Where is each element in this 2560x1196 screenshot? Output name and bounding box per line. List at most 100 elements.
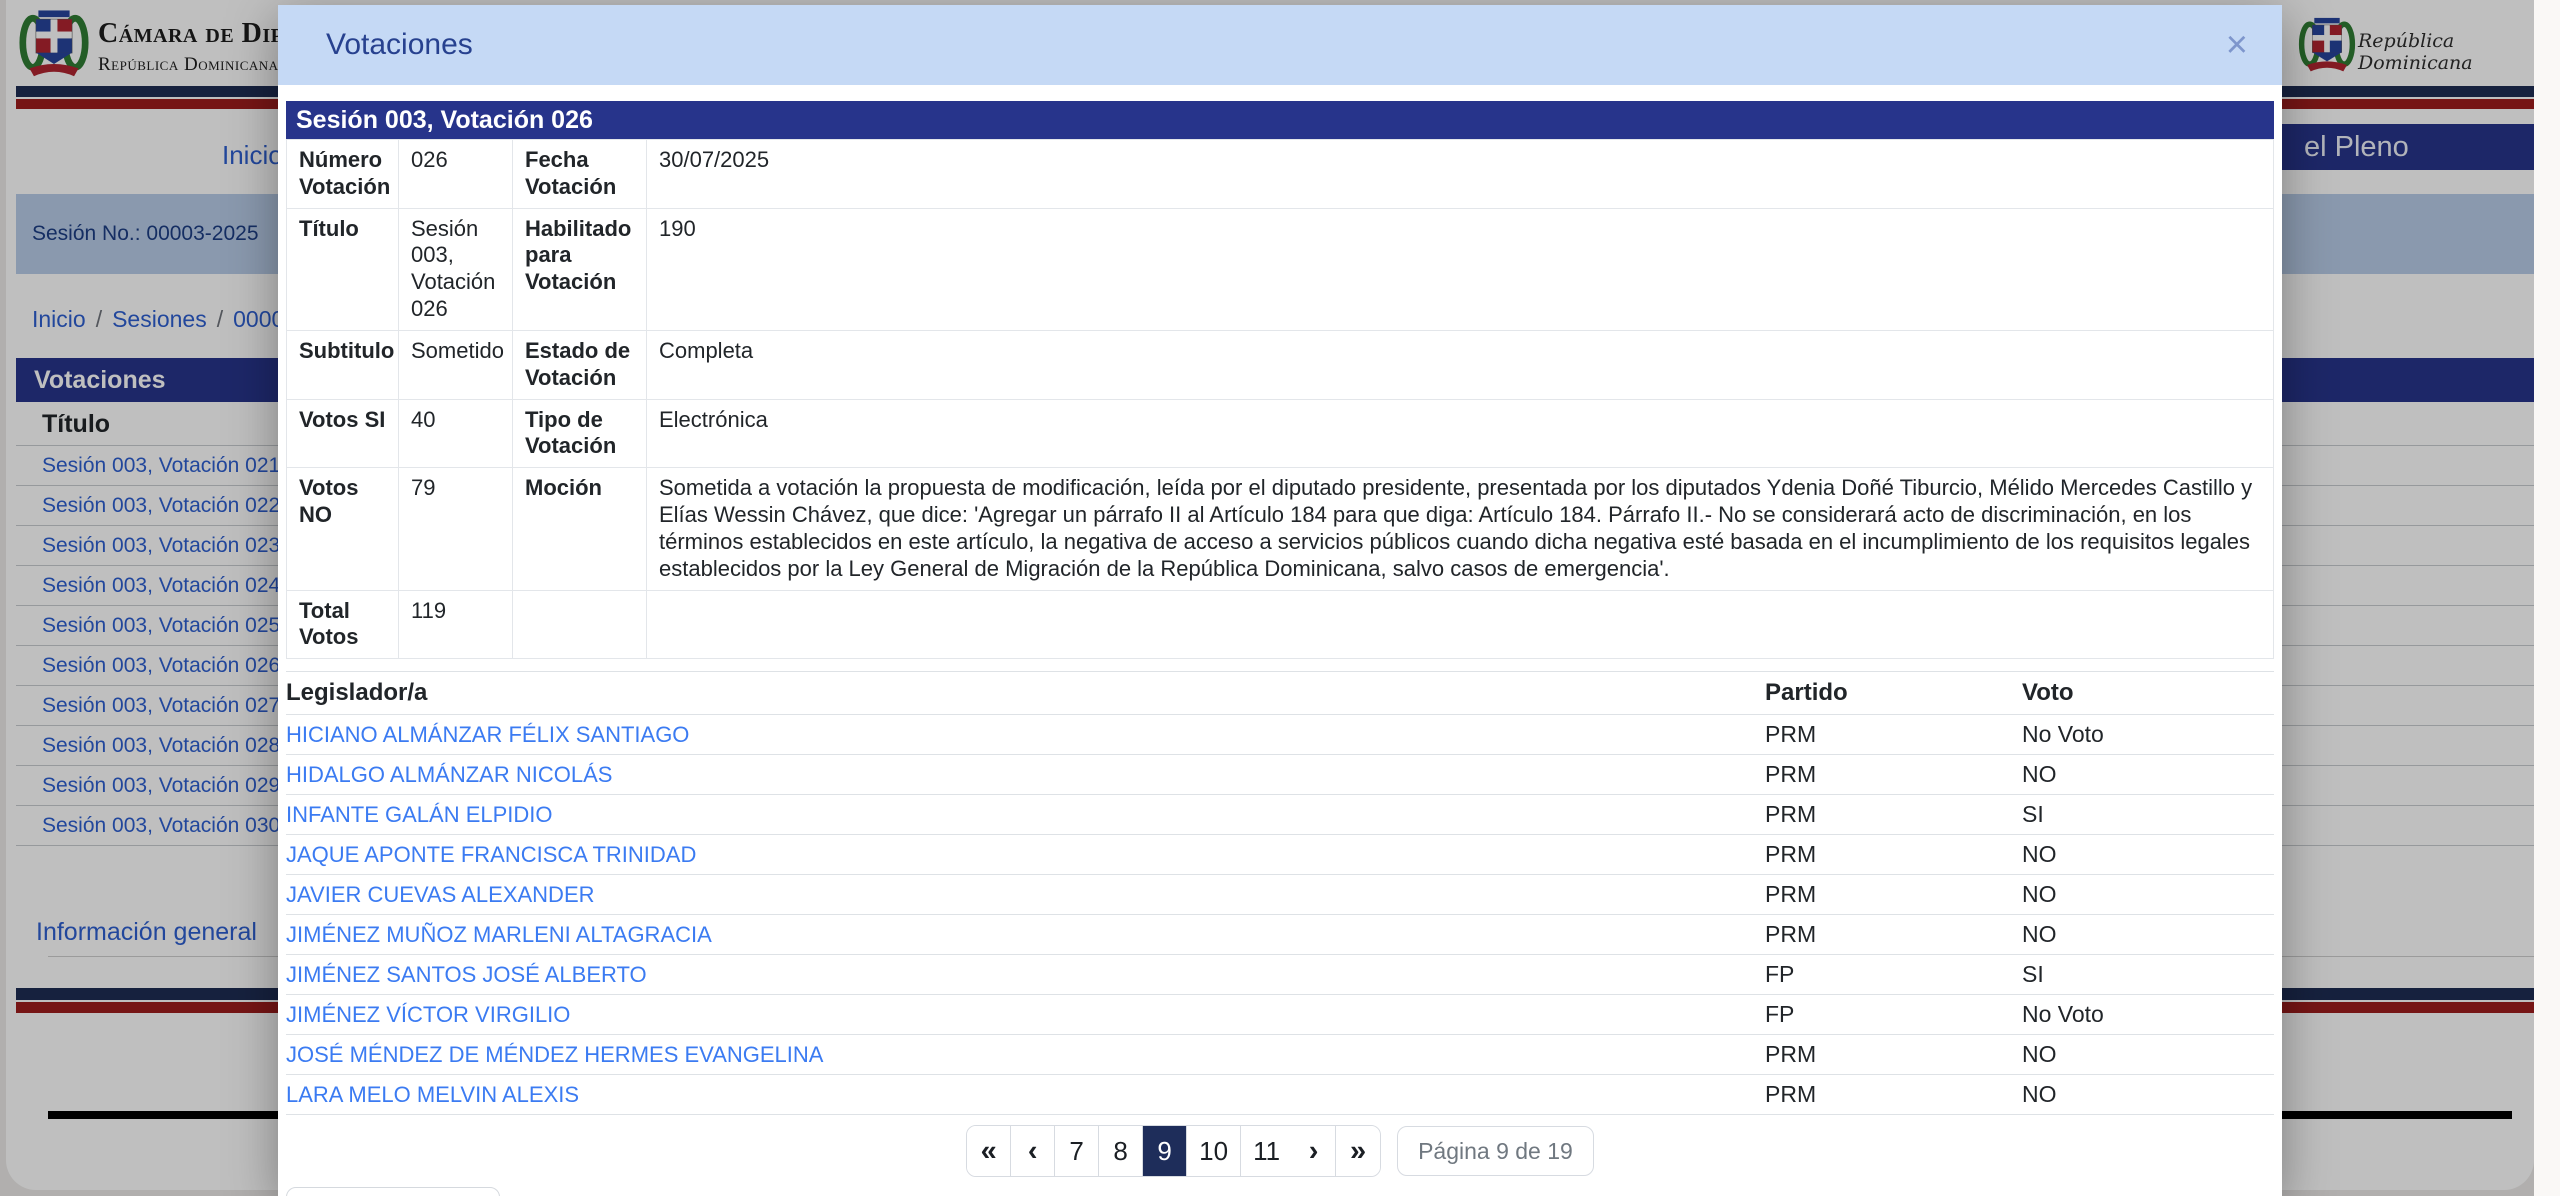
detail-label: Fecha Votación: [512, 139, 647, 209]
vote-value: NO: [2022, 874, 2274, 916]
breadcrumb: Inicio / Sesiones/0000: [32, 306, 285, 332]
legislator-link[interactable]: JIMÉNEZ VÍCTOR VIRGILIO: [286, 1002, 571, 1028]
vote-value: No Voto: [2022, 994, 2274, 1036]
session-link[interactable]: Sesión 003, Votación 023: [42, 534, 281, 557]
vote-value: SI: [2022, 794, 2274, 836]
detail-value: 40: [398, 398, 513, 469]
page-title-fragment: el Pleno: [2304, 131, 2409, 163]
table-row: Votos NO 79 Moción Sometida a votación l…: [286, 467, 2274, 591]
vote-value: No Voto: [2022, 714, 2274, 756]
detail-label: Votos NO: [286, 467, 399, 591]
session-number-text: Sesión No.: 00003-2025: [32, 222, 259, 245]
vote-value: NO: [2022, 1034, 2274, 1076]
modal-tab[interactable]: Iniciativas: [500, 1187, 681, 1196]
legislator-link[interactable]: JAVIER CUEVAS ALEXANDER: [286, 882, 595, 908]
col-legislador: Legislador/a: [286, 671, 1765, 716]
legislator-link[interactable]: JIMÉNEZ MUÑOZ MARLENI ALTAGRACIA: [286, 922, 712, 948]
detail-label: Votos SI: [286, 398, 399, 469]
breadcrumb-sesiones[interactable]: Sesiones: [112, 306, 207, 332]
legislator-link[interactable]: LARA MELO MELVIN ALEXIS: [286, 1082, 580, 1108]
page-button[interactable]: 9: [1143, 1126, 1188, 1177]
coat-of-arms-icon: [19, 10, 89, 77]
detail-value: 119: [398, 589, 513, 660]
vote-value: NO: [2022, 754, 2274, 796]
legislator-link[interactable]: JIMÉNEZ SANTOS JOSÉ ALBERTO: [286, 962, 647, 988]
legislator-row: JAQUE APONTE FRANCISCA TRINIDAD PRM NO: [286, 834, 2274, 876]
prev-page-button[interactable]: ‹: [1011, 1126, 1056, 1177]
spacer: [278, 85, 2282, 101]
detail-value: 79: [398, 467, 513, 591]
legislator-link[interactable]: JAQUE APONTE FRANCISCA TRINIDAD: [286, 842, 697, 868]
breadcrumb-session-number[interactable]: 0000: [233, 306, 285, 332]
detail-value: [646, 589, 2274, 660]
page-button[interactable]: 7: [1055, 1126, 1100, 1177]
last-page-button[interactable]: »: [1336, 1126, 1381, 1177]
legislator-row: HIDALGO ALMÁNZAR NICOLÁS PRM NO: [286, 754, 2274, 796]
legislator-link[interactable]: JOSÉ MÉNDEZ DE MÉNDEZ HERMES EVANGELINA: [286, 1042, 824, 1068]
legislator-row: HICIANO ALMÁNZAR FÉLIX SANTIAGO PRM No V…: [286, 714, 2274, 756]
detail-label: Título: [286, 207, 399, 331]
session-link[interactable]: Sesión 003, Votación 029: [42, 774, 281, 797]
detail-label: Total Votos: [286, 589, 399, 660]
legislator-row: JIMÉNEZ VÍCTOR VIRGILIO FP No Voto: [286, 994, 2274, 1036]
session-link[interactable]: Sesión 003, Votación 024: [42, 574, 281, 597]
detail-label: Número Votación: [286, 139, 399, 209]
votaciones-modal: Votaciones × Sesión 003, Votación 026 Nú…: [278, 5, 2282, 1196]
pagination: « ‹ 7 8 9 10 11 › » Página 9 de 19: [278, 1125, 2282, 1178]
detail-label: Habilitado para Votación: [512, 207, 647, 331]
tab-informacion-general[interactable]: Información general: [36, 918, 257, 946]
vote-value: NO: [2022, 1074, 2274, 1116]
page-button[interactable]: 11: [1241, 1126, 1293, 1177]
scrollbar-track[interactable]: [2534, 0, 2560, 1196]
next-page-button[interactable]: ›: [1292, 1126, 1337, 1177]
legislators-table: Legislador/a Partido Voto HICIANO ALMÁNZ…: [286, 671, 2274, 1116]
wordmark-script: República Dominicana: [2358, 30, 2473, 74]
detail-value: Completa: [646, 329, 2274, 400]
close-icon[interactable]: ×: [2225, 24, 2248, 66]
table-row: Subtitulo Sometido Estado de Votación Co…: [286, 329, 2274, 400]
legislator-row: JIMÉNEZ MUÑOZ MARLENI ALTAGRACIA PRM NO: [286, 914, 2274, 956]
vote-value: NO: [2022, 914, 2274, 956]
legislator-link[interactable]: HIDALGO ALMÁNZAR NICOLÁS: [286, 762, 613, 788]
detail-value: Electrónica: [646, 398, 2274, 469]
legislator-row: JAVIER CUEVAS ALEXANDER PRM NO: [286, 874, 2274, 916]
session-link[interactable]: Sesión 003, Votación 021: [42, 454, 281, 477]
first-page-button[interactable]: «: [967, 1126, 1012, 1177]
party-value: PRM: [1765, 754, 2022, 796]
page-button[interactable]: 10: [1187, 1126, 1242, 1177]
detail-label: Subtitulo: [286, 329, 399, 400]
modal-header: Votaciones ×: [278, 5, 2282, 85]
detail-value: Sesión 003, Votación 026: [398, 207, 513, 331]
pagination-group: « ‹ 7 8 9 10 11 › »: [966, 1125, 1382, 1178]
detail-value: Sometido: [398, 329, 513, 400]
party-value: FP: [1765, 994, 2022, 1036]
vote-value: SI: [2022, 954, 2274, 996]
legislator-row: LARA MELO MELVIN ALEXIS PRM NO: [286, 1074, 2274, 1116]
vote-details-table: Número Votación 026 Fecha Votación 30/07…: [286, 139, 2274, 660]
detail-label: Estado de Votación: [512, 329, 647, 400]
session-link[interactable]: Sesión 003, Votación 027: [42, 694, 281, 717]
party-value: PRM: [1765, 834, 2022, 876]
session-link[interactable]: Sesión 003, Votación 028: [42, 734, 281, 757]
page-button[interactable]: 8: [1099, 1126, 1144, 1177]
coat-of-arms-right-icon: [2298, 17, 2356, 72]
session-link[interactable]: Sesión 003, Votación 022: [42, 494, 281, 517]
nav-inicio-link[interactable]: Inicio: [222, 140, 283, 170]
legislator-link[interactable]: HICIANO ALMÁNZAR FÉLIX SANTIAGO: [286, 722, 690, 748]
table-row: Título Sesión 003, Votación 026 Habilita…: [286, 207, 2274, 331]
vote-value: NO: [2022, 834, 2274, 876]
col-voto: Voto: [2022, 671, 2274, 716]
session-link[interactable]: Sesión 003, Votación 030: [42, 814, 281, 837]
party-value: PRM: [1765, 874, 2022, 916]
modal-tab[interactable]: Legisladores: [286, 1187, 501, 1196]
page-summary: Página 9 de 19: [1397, 1126, 1594, 1177]
brand-subtitle: República Dominicana: [98, 54, 279, 75]
party-value: PRM: [1765, 794, 2022, 836]
session-link[interactable]: Sesión 003, Votación 025: [42, 614, 281, 637]
legislator-link[interactable]: INFANTE GALÁN ELPIDIO: [286, 802, 553, 828]
breadcrumb-inicio[interactable]: Inicio: [32, 306, 86, 332]
session-link[interactable]: Sesión 003, Votación 026: [42, 654, 281, 677]
detail-value: 026: [398, 139, 513, 209]
party-value: PRM: [1765, 714, 2022, 756]
table-row: Votos SI 40 Tipo de Votación Electrónica: [286, 398, 2274, 469]
